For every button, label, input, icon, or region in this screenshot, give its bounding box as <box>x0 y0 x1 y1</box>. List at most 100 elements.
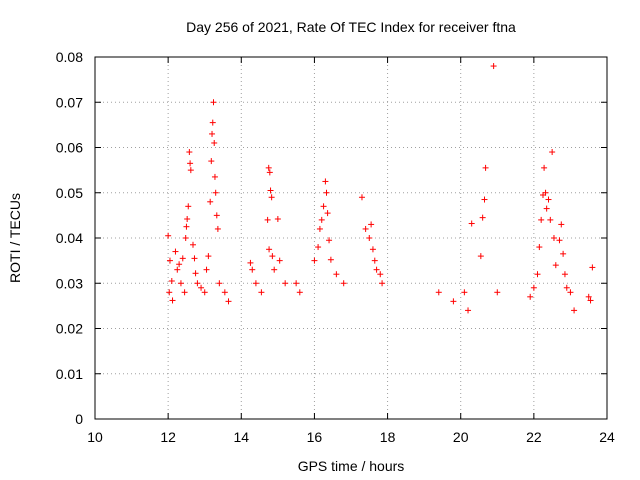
y-tick-label: 0.07 <box>56 94 83 110</box>
x-tick-label: 14 <box>233 429 249 445</box>
data-point <box>368 221 375 228</box>
data-point <box>320 203 327 210</box>
data-point <box>538 216 545 223</box>
data-point <box>212 189 219 196</box>
data-point <box>585 293 592 300</box>
x-tick-label: 12 <box>160 429 176 445</box>
data-point <box>268 194 275 201</box>
data-point <box>567 289 574 296</box>
data-point <box>362 225 369 232</box>
data-point <box>184 215 191 222</box>
data-point <box>181 289 188 296</box>
data-point <box>271 266 278 273</box>
data-point <box>214 225 221 232</box>
data-point <box>190 241 197 248</box>
data-point <box>571 307 578 314</box>
data-point <box>274 215 281 222</box>
data-point <box>536 244 543 251</box>
y-tick-label: 0.04 <box>56 230 83 246</box>
data-point <box>252 280 259 287</box>
x-tick-label: 10 <box>87 429 103 445</box>
data-point <box>258 289 265 296</box>
data-point <box>461 289 468 296</box>
data-point <box>247 259 254 266</box>
data-point <box>477 253 484 260</box>
data-point <box>541 164 548 171</box>
y-axis-label: ROTI / TECUs <box>7 193 23 283</box>
data-point <box>558 221 565 228</box>
data-point <box>209 130 216 137</box>
data-points <box>165 63 596 314</box>
y-tick-label: 0.08 <box>56 49 83 65</box>
data-point <box>543 205 550 212</box>
data-point <box>545 196 552 203</box>
data-point <box>203 266 210 273</box>
data-point <box>479 214 486 221</box>
data-point <box>465 307 472 314</box>
data-point <box>318 216 325 223</box>
y-tick-label: 0.05 <box>56 185 83 201</box>
data-point <box>482 164 489 171</box>
y-tick-label: 0.02 <box>56 321 83 337</box>
data-point <box>182 235 189 241</box>
data-point <box>172 248 179 255</box>
data-point <box>276 257 283 264</box>
grid-lines <box>95 57 607 419</box>
data-point <box>527 293 534 300</box>
y-tick-label: 0.03 <box>56 275 83 291</box>
data-point <box>169 297 176 304</box>
data-point <box>192 270 199 277</box>
data-point <box>213 212 220 219</box>
data-point <box>563 284 570 291</box>
data-point <box>450 298 457 305</box>
data-point <box>366 235 373 241</box>
data-point <box>293 280 300 287</box>
data-point <box>316 225 323 232</box>
axis-ticks <box>94 56 608 420</box>
data-point <box>530 284 537 291</box>
data-point <box>187 167 194 174</box>
data-point <box>207 198 214 205</box>
data-point <box>333 271 340 278</box>
data-point <box>552 262 559 269</box>
y-tick-label: 0.06 <box>56 140 83 156</box>
data-point <box>176 261 183 268</box>
data-point <box>296 289 303 296</box>
data-point <box>550 235 557 241</box>
y-tick-label: 0.01 <box>56 366 83 382</box>
data-point <box>369 246 376 253</box>
y-tick-label: 0 <box>75 411 83 427</box>
data-point <box>494 289 501 296</box>
data-point <box>191 255 198 262</box>
data-point <box>174 266 181 273</box>
data-point <box>560 250 567 257</box>
data-point <box>266 169 273 176</box>
data-point <box>468 220 475 227</box>
data-point <box>373 266 380 273</box>
data-point <box>177 280 184 287</box>
chart-title: Day 256 of 2021, Rate Of TEC Index for r… <box>186 19 516 35</box>
x-tick-label: 22 <box>526 429 542 445</box>
data-point <box>587 297 594 304</box>
data-point <box>282 280 289 287</box>
data-point <box>166 257 173 264</box>
data-point <box>371 257 378 264</box>
data-point <box>542 189 549 196</box>
data-point <box>225 298 232 305</box>
data-point <box>377 271 384 278</box>
data-point <box>179 255 186 262</box>
data-point <box>249 266 256 273</box>
data-point <box>269 253 276 260</box>
data-point <box>311 257 318 264</box>
data-point <box>556 237 563 244</box>
x-tick-label: 20 <box>453 429 469 445</box>
data-point <box>534 271 541 278</box>
data-point <box>327 256 334 263</box>
data-point <box>547 216 554 223</box>
data-point <box>211 139 218 146</box>
data-point <box>324 210 331 217</box>
data-point <box>198 284 205 291</box>
data-point <box>209 119 216 126</box>
data-point <box>166 289 173 296</box>
